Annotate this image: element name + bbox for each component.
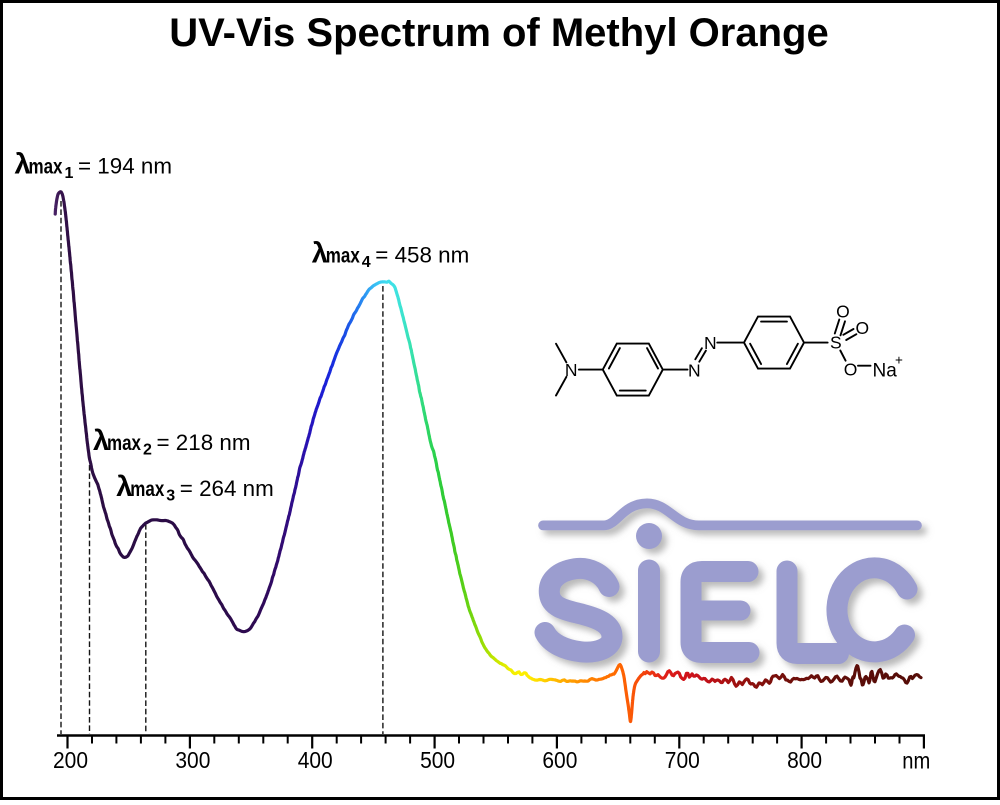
svg-text:= 194 nm: = 194 nm [78, 153, 172, 178]
svg-text:600: 600 [542, 747, 577, 773]
svg-text:3: 3 [166, 488, 175, 505]
svg-text:2: 2 [143, 442, 152, 459]
svg-text:= 458 nm: = 458 nm [375, 243, 469, 268]
svg-text:λ: λ [93, 425, 109, 457]
svg-text:nm: nm [902, 748, 930, 774]
svg-text:1: 1 [65, 165, 74, 182]
svg-text:= 264 nm: = 264 nm [180, 476, 274, 501]
svg-text:4: 4 [362, 254, 371, 271]
svg-text:N: N [688, 360, 701, 380]
svg-text:max: max [130, 478, 164, 501]
svg-text:UV-Vis Spectrum of Methyl Oran: UV-Vis Spectrum of Methyl Orange [169, 11, 828, 55]
svg-text:500: 500 [420, 747, 455, 773]
svg-text:700: 700 [665, 747, 700, 773]
svg-text:max: max [29, 155, 63, 178]
svg-text:λ: λ [312, 238, 328, 270]
svg-text:N: N [565, 360, 578, 380]
svg-text:800: 800 [787, 747, 822, 773]
svg-text:max: max [326, 245, 360, 268]
svg-text:400: 400 [298, 747, 333, 773]
svg-text:λ: λ [116, 471, 132, 503]
svg-text:= 218 nm: = 218 nm [157, 430, 251, 455]
svg-text:Na: Na [873, 361, 898, 382]
svg-text:max: max [107, 432, 141, 455]
svg-text:S: S [830, 332, 842, 352]
svg-text:+: + [895, 353, 903, 368]
svg-text:O: O [844, 359, 858, 379]
svg-text:λ: λ [15, 148, 31, 180]
svg-text:200: 200 [53, 747, 88, 773]
svg-text:300: 300 [175, 747, 210, 773]
svg-text:N: N [704, 333, 717, 353]
svg-text:O: O [855, 318, 869, 338]
svg-text:O: O [836, 302, 850, 322]
